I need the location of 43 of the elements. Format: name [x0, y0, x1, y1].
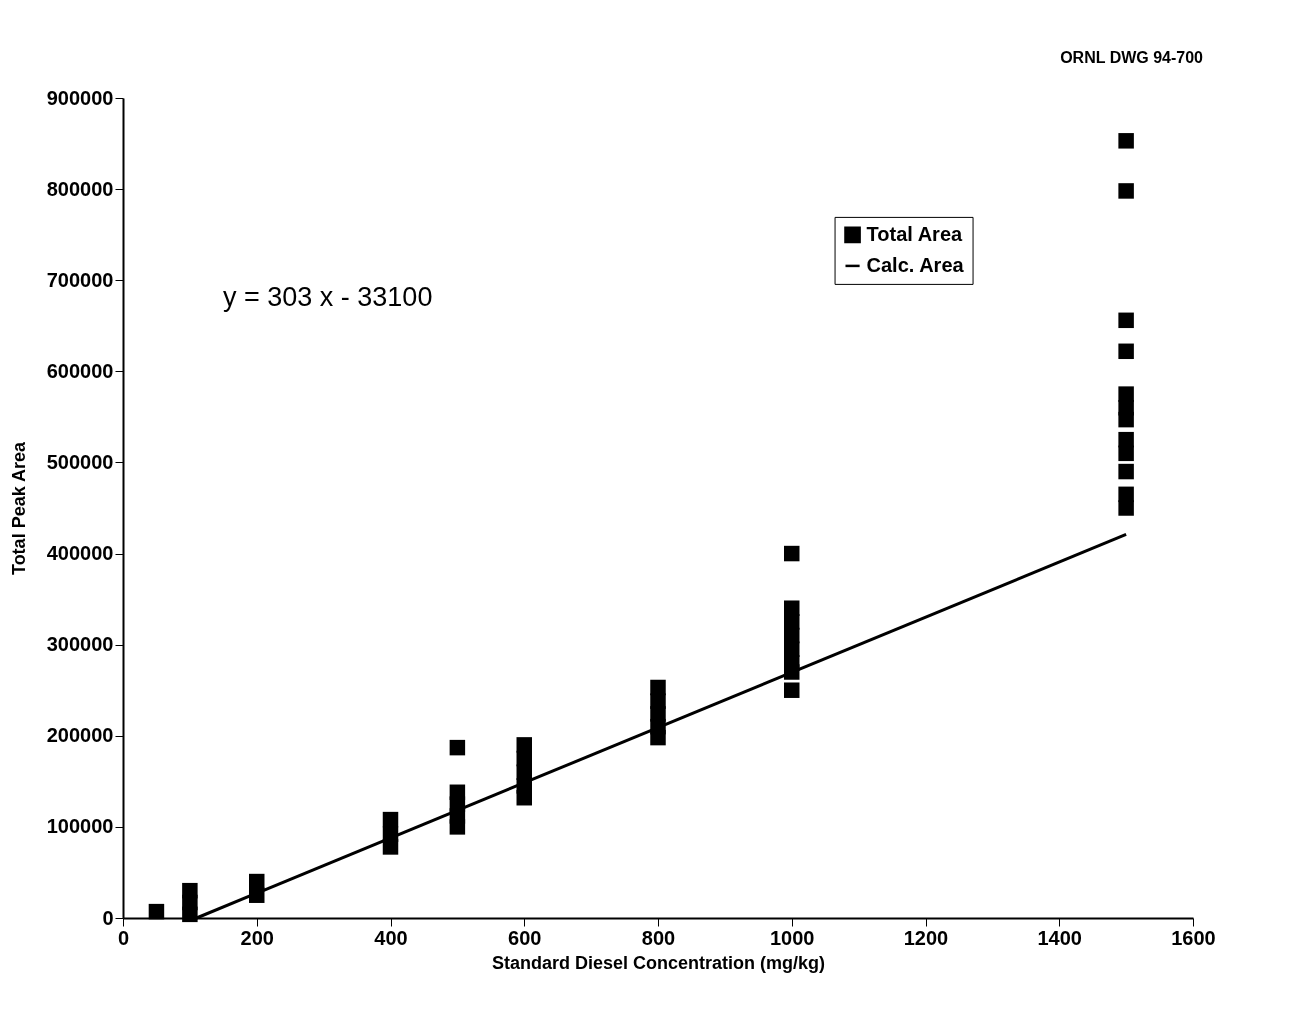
x-axis-title: Standard Diesel Concentration (mg/kg) — [491, 952, 826, 973]
point — [449, 819, 466, 835]
y-tick-label: 200000 — [46, 724, 114, 747]
point — [1118, 500, 1134, 516]
point — [784, 545, 800, 562]
x-tick-label: 1000 — [770, 926, 815, 949]
legend-label: Total Area — [866, 222, 963, 245]
x-tick-label: 1600 — [1171, 926, 1216, 949]
point — [1118, 343, 1134, 360]
point — [182, 906, 198, 923]
x-tick-label: 1200 — [903, 926, 949, 949]
y-tick-label: 300000 — [46, 633, 114, 656]
point — [1118, 183, 1134, 199]
x-tick-label: 600 — [508, 926, 542, 949]
point — [1118, 133, 1134, 149]
x-tick-label: 1400 — [1037, 926, 1082, 949]
point — [784, 682, 800, 698]
y-tick-label: 600000 — [46, 359, 114, 382]
y-tick-label: 100000 — [46, 815, 114, 838]
legend-label: Calc. Area — [866, 253, 965, 276]
point — [516, 789, 532, 806]
point — [1118, 312, 1134, 329]
x-tick-label: 200 — [240, 926, 274, 949]
annotation: y = 303 x - 33100 — [223, 282, 433, 312]
x-tick-label: 800 — [641, 926, 676, 949]
point — [449, 739, 466, 756]
x-tick-label: 400 — [374, 926, 408, 949]
y-tick-label: 0 — [102, 906, 114, 929]
y-tick-label: 800000 — [46, 177, 114, 200]
x-tick-label: 0 — [117, 926, 130, 949]
text: ORNL DWG 94-700 — [1060, 49, 1204, 66]
point — [1118, 463, 1134, 480]
y-tick-label: 900000 — [46, 86, 114, 109]
y-tick-label: 500000 — [46, 450, 114, 473]
y-axis-title: Total Peak Area — [8, 440, 29, 576]
point — [1118, 411, 1134, 428]
point — [148, 903, 165, 920]
y-tick-label: 700000 — [46, 268, 114, 291]
point — [650, 729, 666, 746]
point — [382, 839, 399, 855]
point — [1118, 445, 1134, 462]
point — [1118, 431, 1134, 448]
y-tick-label: 400000 — [46, 542, 114, 565]
